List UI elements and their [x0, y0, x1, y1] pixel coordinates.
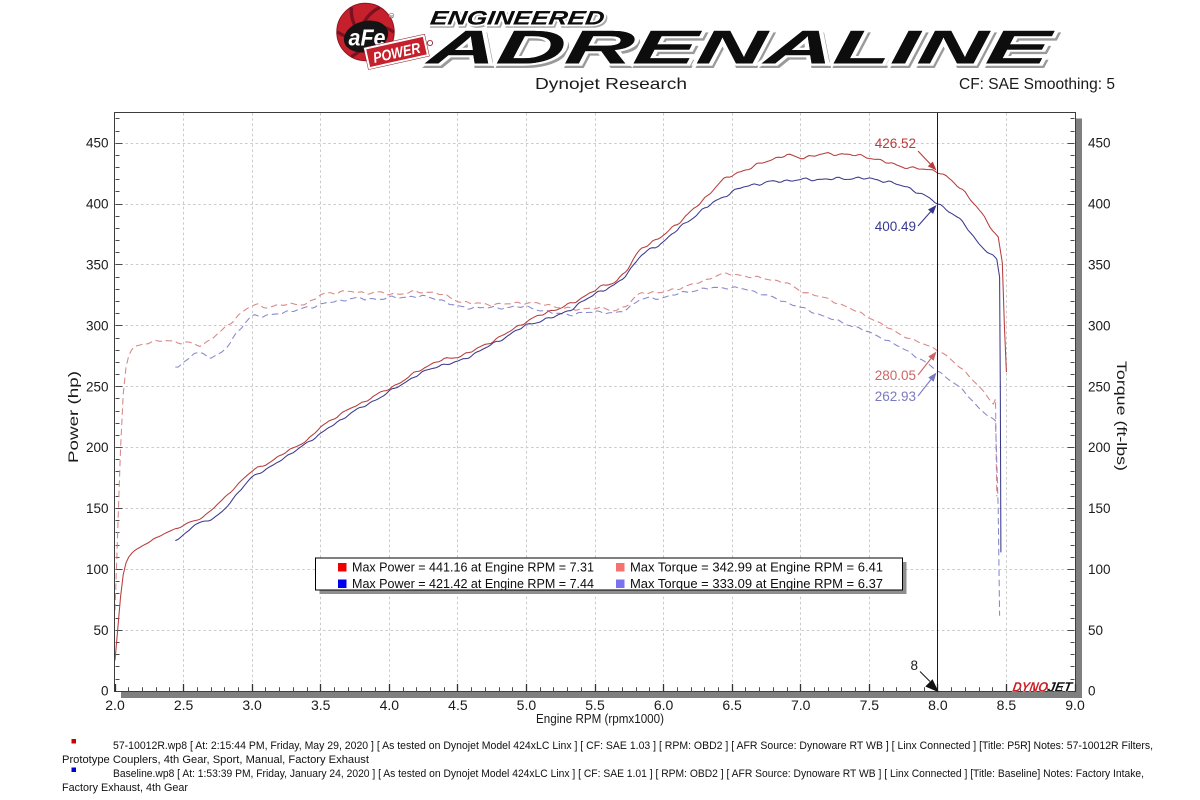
- svg-text:400: 400: [1088, 197, 1111, 212]
- svg-text:ENGINEERED: ENGINEERED: [429, 7, 606, 29]
- svg-text:CF: SAE Smoothing: 5: CF: SAE Smoothing: 5: [959, 76, 1115, 93]
- svg-text:ADRENALINE: ADRENALINE: [423, 22, 1058, 75]
- svg-text:3.5: 3.5: [311, 697, 331, 713]
- svg-text:150: 150: [1088, 501, 1111, 516]
- svg-text:400.49: 400.49: [875, 219, 916, 234]
- svg-text:0: 0: [1088, 684, 1096, 699]
- svg-text:7.5: 7.5: [860, 697, 880, 713]
- svg-text:350: 350: [86, 258, 109, 273]
- svg-text:3.0: 3.0: [242, 697, 262, 713]
- svg-text:200: 200: [1088, 440, 1111, 455]
- svg-text:450: 450: [86, 136, 109, 151]
- svg-text:DYNO: DYNO: [1012, 680, 1050, 695]
- svg-text:4.0: 4.0: [380, 697, 400, 713]
- svg-text:Power (hp): Power (hp): [66, 371, 81, 463]
- svg-text:ADRENALINE: ADRENALINE: [423, 22, 1058, 75]
- svg-text:200: 200: [86, 440, 109, 455]
- svg-text:262.93: 262.93: [875, 389, 916, 404]
- svg-text:300: 300: [1088, 318, 1111, 333]
- svg-text:150: 150: [86, 501, 109, 516]
- svg-text:350: 350: [1088, 258, 1111, 273]
- svg-text:2.0: 2.0: [105, 697, 125, 713]
- svg-text:Max Power = 421.42 at Engine R: Max Power = 421.42 at Engine RPM = 7.44: [352, 576, 594, 591]
- svg-text:426.52: 426.52: [875, 136, 916, 151]
- svg-text:250: 250: [86, 379, 109, 394]
- svg-text:Dynojet Research: Dynojet Research: [535, 76, 687, 93]
- svg-text:ENGINEERED: ENGINEERED: [431, 10, 608, 32]
- svg-text:9.0: 9.0: [1065, 697, 1085, 713]
- svg-text:ADRENALINE: ADRENALINE: [426, 25, 1061, 78]
- svg-text:JET: JET: [1047, 680, 1075, 695]
- svg-text:Torque (ft-lbs): Torque (ft-lbs): [1114, 361, 1129, 471]
- svg-text:Factory Exhaust, 4th Gear: Factory Exhaust, 4th Gear: [62, 782, 188, 794]
- svg-text:8.0: 8.0: [928, 697, 948, 713]
- svg-text:Baseline.wp8 [ At: 1:53:39 PM,: Baseline.wp8 [ At: 1:53:39 PM, Friday, J…: [113, 768, 1144, 780]
- svg-text:5.5: 5.5: [585, 697, 605, 713]
- svg-text:2.5: 2.5: [174, 697, 194, 713]
- svg-text:100: 100: [1088, 562, 1111, 577]
- svg-text:Max Torque = 342.99 at Engine: Max Torque = 342.99 at Engine RPM = 6.41: [630, 560, 883, 575]
- svg-text:0: 0: [101, 684, 109, 699]
- svg-text:450: 450: [1088, 136, 1111, 151]
- svg-text:5.0: 5.0: [517, 697, 537, 713]
- svg-text:250: 250: [1088, 379, 1111, 394]
- svg-text:8.5: 8.5: [997, 697, 1017, 713]
- svg-text:280.05: 280.05: [875, 368, 916, 383]
- svg-text:8: 8: [910, 658, 918, 673]
- svg-text:Prototype Couplers, 4th Gear,: Prototype Couplers, 4th Gear, Sport, Man…: [62, 754, 370, 766]
- svg-text:50: 50: [93, 623, 108, 638]
- svg-text:ENGINEERED: ENGINEERED: [429, 7, 606, 29]
- svg-text:Engine RPM (rpmx1000): Engine RPM (rpmx1000): [536, 711, 664, 726]
- svg-text:Max Torque = 333.09 at Engine: Max Torque = 333.09 at Engine RPM = 6.37: [630, 576, 883, 591]
- svg-text:7.0: 7.0: [791, 697, 811, 713]
- svg-text:Max Power = 441.16 at Engine R: Max Power = 441.16 at Engine RPM = 7.31: [352, 560, 594, 575]
- svg-text:400: 400: [86, 197, 109, 212]
- svg-text:100: 100: [86, 562, 109, 577]
- svg-text:4.5: 4.5: [448, 697, 468, 713]
- svg-text:50: 50: [1088, 623, 1103, 638]
- svg-text:R: R: [390, 14, 393, 18]
- svg-text:300: 300: [86, 318, 109, 333]
- svg-text:57-10012R.wp8 [ At: 2:15:44 PM: 57-10012R.wp8 [ At: 2:15:44 PM, Friday, …: [113, 740, 1153, 752]
- svg-text:6.5: 6.5: [722, 697, 742, 713]
- svg-text:6.0: 6.0: [654, 697, 674, 713]
